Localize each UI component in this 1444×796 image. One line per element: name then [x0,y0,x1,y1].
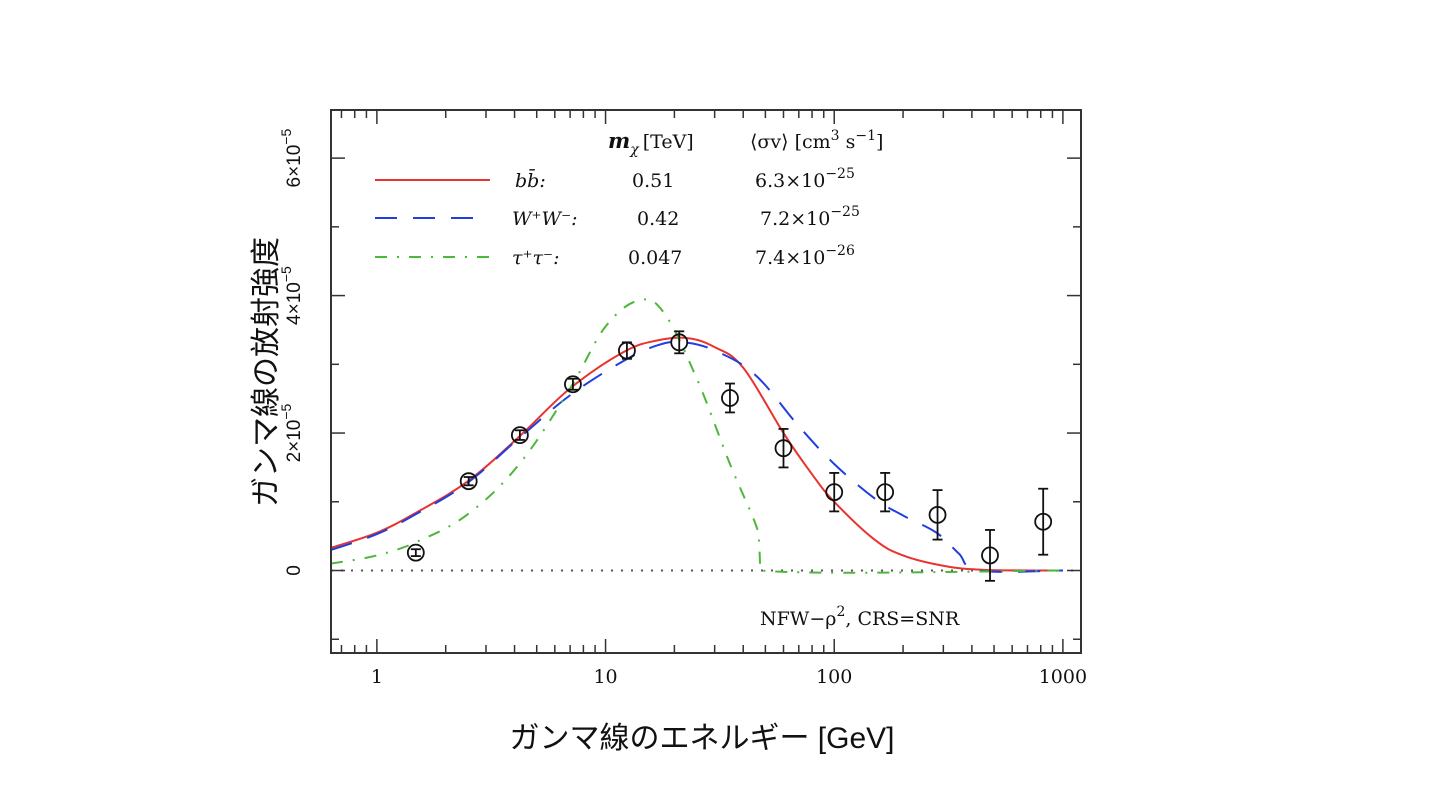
data-point [981,529,999,582]
data-point [1034,487,1053,556]
model-annotation: NFW−ρ2, CRS=SNR [760,604,960,630]
y-axis-title: ガンマ線の放射強度 [250,237,283,507]
data-point [774,428,793,469]
data-point [928,489,947,541]
data-point-marker [774,439,793,458]
x-tick-labels: 1 10 100 1000 [371,666,1087,688]
legend-mass-bb: 0.51 [632,170,674,192]
data-point [721,382,739,414]
data-point-marker [510,426,529,445]
series-line-ww [331,340,1063,573]
y-tick-labels: 0 2×10−5 4×10−5 6×10−5 [278,129,305,576]
ticks-layer [331,110,1081,653]
data-point-marker [928,505,947,524]
data-point-marker [406,543,425,562]
data-point [459,472,478,491]
data-points-layer [406,330,1053,582]
data-point-marker [564,375,582,394]
x-tick-label: 10 [593,666,617,688]
legend-mass-tautau: 0.047 [628,247,682,269]
legend-xsec-bb: 6.3×10−25 [755,166,855,192]
legend-mass-ww: 0.42 [637,208,679,230]
x-tick-label: 100 [816,666,852,688]
series-line-bb [331,336,1063,572]
legend-label-tautau: τ⁺τ⁻: [512,247,559,269]
data-point [618,341,636,360]
y-tick-label: 6×10−5 [278,129,305,188]
series-line-tautau [331,298,1063,574]
data-point [564,375,582,394]
data-point [406,543,425,562]
data-point-marker [981,546,999,565]
data-point-marker [670,333,689,352]
data-point-marker [618,341,636,360]
legend-label-bb: bb̄: [515,168,546,192]
legend-label-ww: W⁺W⁻: [512,208,578,230]
x-tick-label: 1000 [1039,666,1087,688]
legend-header-mass: mχ [TeV] [608,128,694,158]
y-tick-label: 0 [284,565,305,576]
data-point-marker [825,483,844,502]
plot-frame [330,109,1082,654]
data-point [670,330,689,355]
legend-xsec-tautau: 7.4×10−26 [755,243,855,269]
curves-layer [331,298,1063,574]
x-tick-label: 1 [371,666,383,688]
data-point-marker [876,483,895,502]
legend-header-xsec: ⟨σv⟩ [cm3 s−1] [750,128,883,153]
y-tick-label: 2×10−5 [278,403,305,462]
x-axis-title: ガンマ線のエネルギー [GeV] [509,722,894,755]
legend: mχ [TeV] ⟨σv⟩ [cm3 s−1] bb̄: 0.51 6.3×10−… [375,128,883,269]
legend-xsec-ww: 7.2×10−25 [760,204,860,230]
y-tick-label: 4×10−5 [278,266,305,325]
data-point [825,472,844,513]
data-point [876,472,895,513]
data-point-marker [459,472,478,491]
data-point-marker [721,389,739,407]
data-point [510,426,529,445]
data-point-marker [1034,512,1053,531]
